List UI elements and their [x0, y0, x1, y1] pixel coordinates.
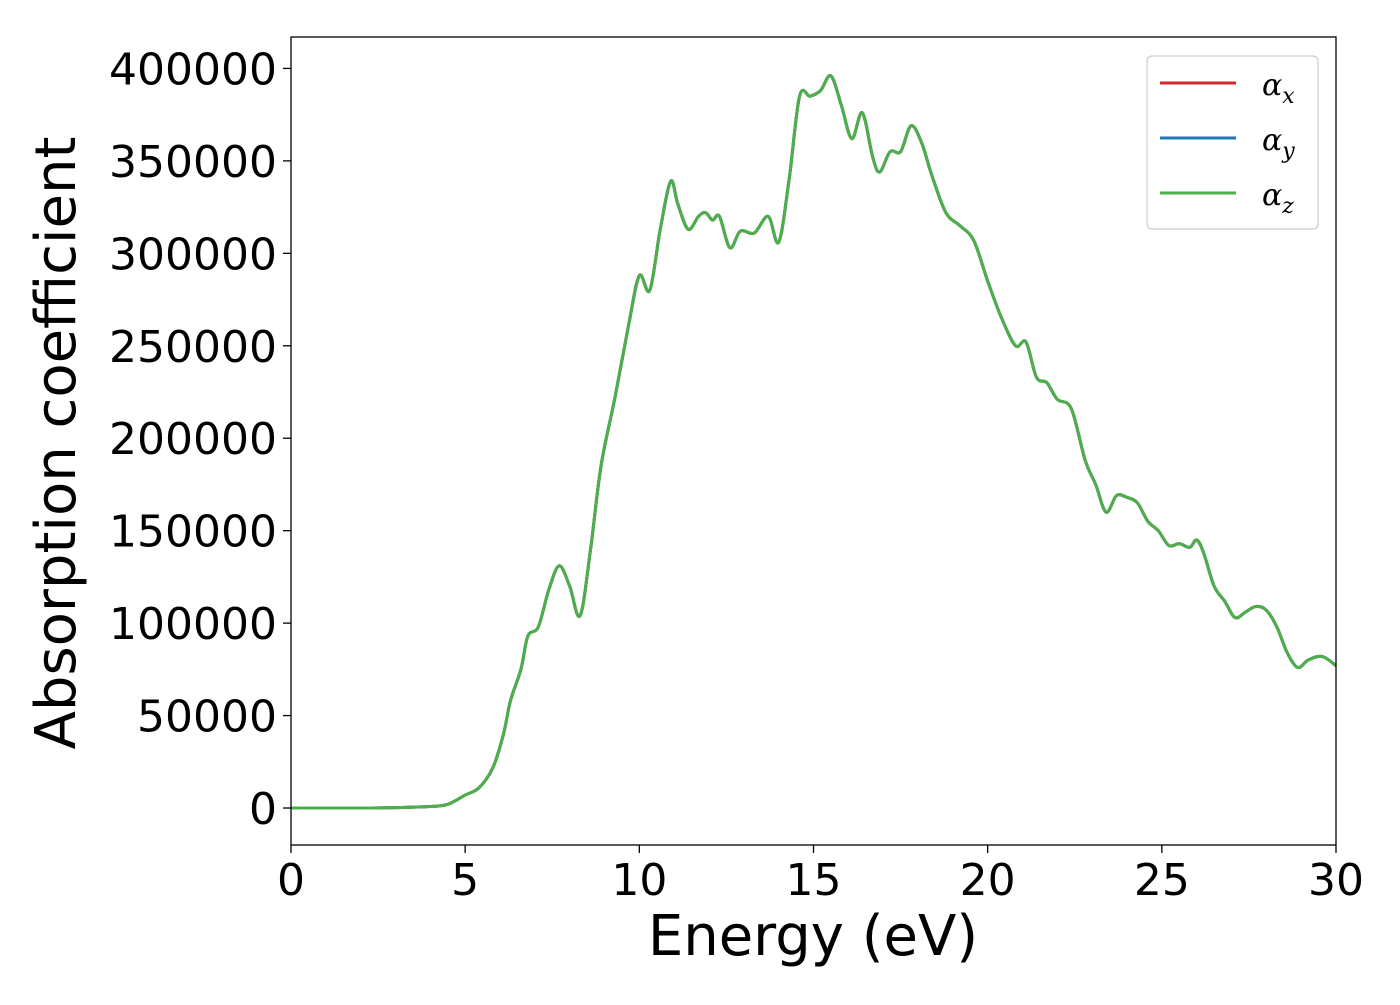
x-tick-label: 20 [960, 855, 1016, 906]
x-tick-label: 0 [277, 855, 305, 906]
x-tick-label: 15 [786, 855, 842, 906]
y-tick-label: 200000 [109, 414, 277, 465]
x-axis-ticks: 0 5 10 15 20 25 30 [277, 845, 1364, 906]
x-axis-title: Energy (eV) [648, 904, 978, 969]
plot-layer [291, 74, 1336, 810]
y-tick-label: 350000 [109, 137, 277, 188]
y-tick-label: 0 [249, 784, 277, 835]
x-tick-label: 30 [1308, 855, 1364, 906]
y-tick-label: 100000 [109, 599, 277, 650]
x-tick-label: 5 [451, 855, 479, 906]
y-tick-label: 250000 [109, 322, 277, 373]
y-tick-label: 150000 [109, 507, 277, 558]
alpha-z-series-line [291, 74, 1336, 810]
y-tick-label: 50000 [137, 692, 277, 743]
y-axis-title: Absorption coefficient [24, 137, 89, 750]
alpha-y-legend-label: αy [1262, 123, 1295, 164]
legend-box [1146, 55, 1319, 230]
y-tick-label: 300000 [109, 229, 277, 280]
x-tick-label: 10 [611, 855, 667, 906]
y-axis-ticks: 0 50000 100000 150000 200000 250000 300000 3500… [109, 44, 291, 835]
legend: αx αy αz [1146, 55, 1319, 230]
x-tick-label: 25 [1134, 855, 1190, 906]
y-tick-label: 400000 [109, 44, 277, 95]
alpha-x-legend-label: αx [1262, 68, 1295, 109]
alpha-z-legend-label: αz [1262, 178, 1294, 219]
